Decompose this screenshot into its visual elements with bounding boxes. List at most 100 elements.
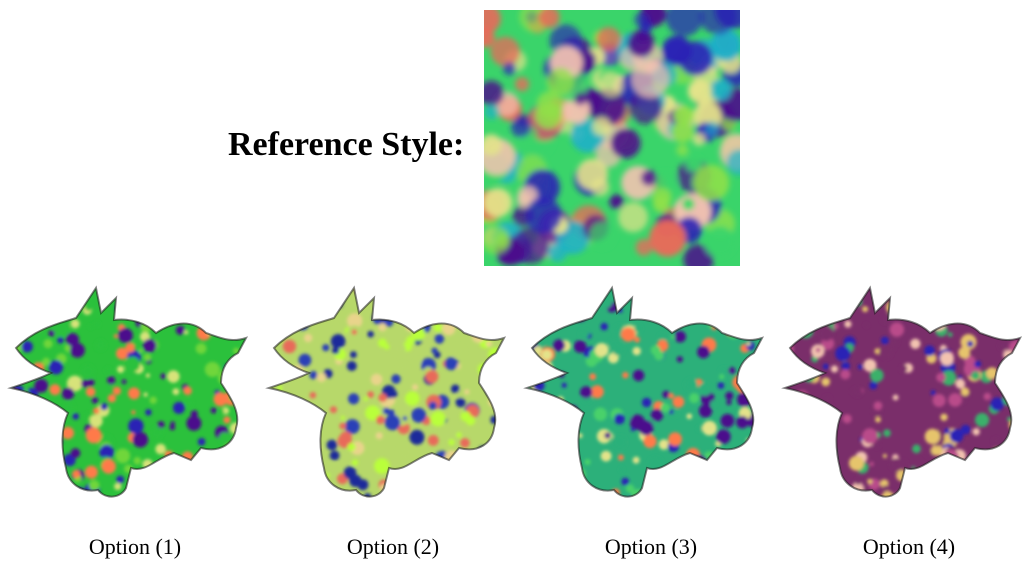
dragon-texture-spot	[177, 288, 188, 297]
dragon-texture-spot	[743, 301, 758, 317]
dragon-texture-spot	[326, 462, 339, 475]
dragon-texture-spot	[670, 334, 675, 340]
dragon-texture-spot	[949, 428, 964, 443]
dragon-texture-spot	[114, 482, 122, 490]
dragon-texture-spot	[941, 463, 947, 469]
dragon-texture-spot	[830, 302, 839, 311]
dragon-texture-spot	[623, 499, 636, 512]
dragon-texture-spot	[460, 438, 470, 448]
dragon-texture-spot	[554, 462, 565, 473]
dragon-texture-spot	[384, 414, 401, 431]
dragon-texture-spot	[322, 344, 330, 352]
dragon-texture-spot	[311, 313, 317, 320]
dragon-texture-spot	[401, 401, 407, 407]
dragon-texture-spot	[402, 416, 408, 421]
dragon-texture-spot	[763, 498, 772, 507]
dragon-texture-spot	[142, 338, 157, 353]
dragon-texture-spot	[50, 450, 58, 458]
dragon-texture-spot	[950, 292, 962, 304]
dragon-texture-spot	[759, 496, 762, 497]
dragon-texture-spot	[527, 431, 531, 446]
dragon-texture-spot	[792, 422, 800, 429]
texture-blob	[649, 219, 686, 257]
dragon-texture-spot	[330, 299, 337, 306]
dragon-texture-spot	[301, 482, 310, 491]
dragon-texture-spot	[875, 416, 881, 423]
dragon-texture-spot	[842, 414, 852, 424]
dragon-texture-spot	[726, 399, 732, 405]
dragon-texture-spot	[889, 322, 905, 337]
texture-blob	[704, 121, 720, 137]
dragon-texture-spot	[686, 413, 693, 420]
dragon-texture-spot	[210, 407, 217, 414]
dragon-texture-spot	[796, 315, 801, 320]
dragon-texture-spot	[70, 319, 80, 329]
dragon-texture-spot	[455, 289, 465, 300]
dragon-texture-spot	[932, 394, 946, 407]
dragon-texture-spot	[190, 410, 198, 418]
dragon-texture-spot	[533, 309, 542, 318]
dragon-texture-spot	[409, 473, 418, 482]
dragon-texture-spot	[50, 506, 57, 513]
dragon-texture-spot	[156, 288, 169, 301]
dragon-texture-spot	[720, 413, 735, 428]
texture-blob	[511, 117, 531, 138]
dragon-texture-spot	[589, 373, 597, 381]
dragon-texture-spot	[297, 455, 308, 466]
dragon-texture-spot	[365, 405, 381, 421]
option-4-dragon-render	[780, 278, 1030, 518]
option-2-dragon-render	[264, 278, 514, 518]
dragon-texture-spot	[234, 431, 246, 445]
dragon-texture-spot	[22, 364, 32, 374]
dragon-texture-spot	[869, 381, 878, 390]
dragon-texture-spot	[939, 351, 954, 366]
dragon-texture-spot	[101, 459, 116, 474]
dragon-texture-spot	[270, 397, 278, 405]
dragon-texture-spot	[113, 334, 118, 339]
texture-blob	[671, 120, 694, 143]
dragon-texture-spot	[558, 482, 572, 496]
dragon-texture-spot	[385, 484, 393, 493]
dragon-texture-spot	[785, 288, 796, 298]
dragon-outline	[523, 285, 765, 498]
dragon-texture-spot	[382, 505, 394, 517]
dragon-texture-spot	[269, 375, 276, 382]
dragon-texture-spot	[689, 514, 696, 518]
dragon-texture-spot	[164, 483, 181, 497]
dragon-texture-spot	[101, 502, 116, 517]
dragon-texture-spot	[128, 418, 144, 434]
dragon-texture-spot	[412, 502, 419, 509]
dragon-texture-spot	[203, 315, 216, 328]
dragon-texture-spot	[501, 313, 504, 324]
option-3-caption: Option (3)	[604, 534, 698, 559]
dragon-texture-spot	[607, 352, 619, 364]
dragon-texture-spot	[186, 487, 203, 497]
dragon-texture-spot	[457, 466, 473, 482]
dragon-texture-spot	[759, 485, 762, 496]
dragon-texture-spot	[873, 441, 881, 449]
dragon-texture-spot	[22, 485, 27, 490]
dragon-texture-spot	[698, 404, 713, 418]
dragon-texture-spot	[553, 408, 562, 417]
dragon-texture-spot	[881, 336, 889, 345]
dragon-texture-spot	[394, 278, 403, 283]
dragon-texture-spot	[400, 507, 408, 515]
dragon-texture-spot	[531, 354, 543, 366]
dragon-texture-spot	[133, 457, 142, 465]
dragon-texture-spot	[433, 323, 443, 332]
dragon-texture-spot	[62, 387, 75, 400]
dragon-texture-spot	[378, 497, 387, 506]
dragon-texture-spot	[699, 288, 714, 295]
dragon-texture-spot	[351, 329, 357, 335]
dragon-texture-spot	[972, 428, 980, 436]
dragon-texture-spot	[822, 445, 837, 460]
dragon-texture-spot	[378, 323, 387, 332]
dragon-texture-spot	[913, 503, 921, 511]
dragon-texture-spot	[629, 507, 633, 511]
dragon-texture-spot	[167, 370, 180, 383]
dragon-illustration-1	[7, 285, 249, 517]
texture-blob	[628, 90, 663, 125]
dragon-texture-spot	[103, 506, 109, 512]
dragon-texture-spot	[425, 370, 439, 384]
dragon-texture-spot	[189, 288, 194, 293]
